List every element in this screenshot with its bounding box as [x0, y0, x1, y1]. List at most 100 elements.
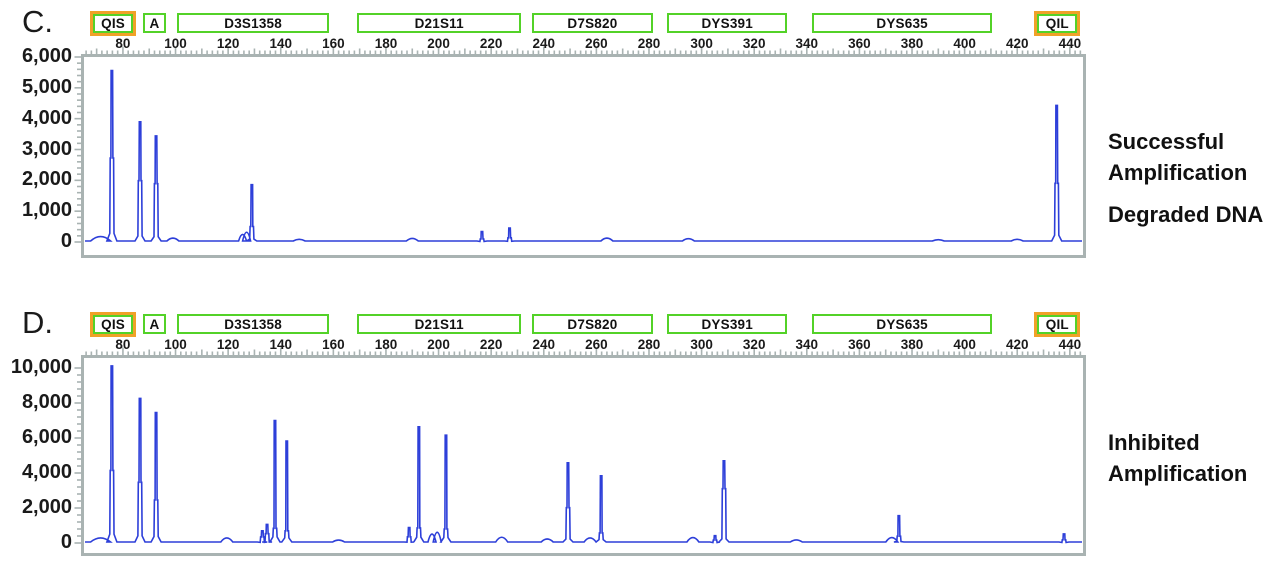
- marker-label: DYS635: [876, 316, 928, 332]
- caption-line: Amplification: [1108, 160, 1248, 185]
- x-tick-label: 160: [322, 36, 345, 51]
- marker-box-d7s820: D7S820: [531, 13, 653, 33]
- marker-box-a: A: [142, 13, 167, 33]
- marker-label: D7S820: [567, 15, 618, 31]
- x-tick-label: 200: [427, 337, 450, 352]
- marker-row-c: QIS A D3S1358 D21S11 D7S820 DYS391 DYS635 QIL: [0, 0, 1280, 40]
- x-tick-label: 240: [532, 337, 556, 352]
- caption-block: Successful Amplification: [1108, 126, 1280, 188]
- x-tick-label: 420: [1005, 337, 1029, 352]
- x-tick-label: 300: [690, 337, 713, 352]
- marker-box-qil: QIL: [1034, 311, 1081, 337]
- marker-box-qis: QIS: [90, 10, 137, 36]
- y-tick-label: 2,000: [21, 496, 72, 518]
- marker-box-dys391: DYS391: [667, 314, 788, 334]
- y-tick-label: 3,000: [21, 137, 72, 160]
- x-tick-label: 280: [637, 36, 661, 51]
- panel-c: C. QIS A D3S1358 D21S11 D7S820 DYS391 DYS635 QI…: [0, 0, 1280, 280]
- x-tick-label: 400: [953, 36, 976, 51]
- x-tick-label: 200: [427, 36, 450, 51]
- marker-box-d3s1358: D3S1358: [176, 13, 330, 33]
- caption-line: Amplification: [1108, 461, 1248, 486]
- x-tick-label: 340: [795, 36, 819, 51]
- marker-label: D21S11: [414, 15, 464, 31]
- x-tick-label: 300: [690, 36, 713, 51]
- marker-label: QIS: [101, 15, 125, 31]
- marker-label: QIS: [101, 316, 125, 332]
- y-tick-label: 8,000: [21, 391, 72, 413]
- caption-d: Inhibited Amplification: [1108, 427, 1280, 500]
- caption-block: Degraded DNA: [1108, 199, 1280, 230]
- x-tick-label: 360: [848, 337, 871, 352]
- marker-label: DYS391: [701, 316, 753, 332]
- x-tick-label: 220: [479, 36, 503, 51]
- x-tick-label: 220: [479, 337, 503, 352]
- x-tick-label: 340: [795, 337, 819, 352]
- x-tick-label: 180: [374, 337, 398, 352]
- marker-box-a: A: [142, 314, 167, 334]
- y-tick-label: 0: [60, 230, 72, 252]
- x-tick-label: 260: [585, 337, 608, 352]
- marker-label: D21S11: [414, 316, 464, 332]
- marker-label: DYS391: [701, 15, 753, 31]
- x-tick-label: 80: [115, 36, 131, 51]
- y-tick-label: 5,000: [21, 75, 72, 98]
- marker-box-dys635: DYS635: [812, 13, 993, 33]
- marker-label: A: [149, 15, 160, 31]
- marker-box-dys391: DYS391: [667, 13, 788, 33]
- x-tick-label: 120: [216, 36, 240, 51]
- marker-label: D7S820: [567, 316, 618, 332]
- y-tick-label: 2,000: [21, 168, 72, 191]
- marker-inner-frame: QIL: [1037, 13, 1078, 33]
- marker-inner-frame: QIL: [1037, 314, 1078, 334]
- caption-c: Successful Amplification Degraded DNA: [1108, 126, 1280, 241]
- marker-row-d: QIS A D3S1358 D21S11 D7S820 DYS391 DYS635 QIL: [0, 301, 1280, 341]
- x-tick-label: 120: [216, 337, 240, 352]
- x-tick-label: 260: [585, 36, 608, 51]
- x-tick-label: 320: [742, 36, 766, 51]
- y-tick-label: 6,000: [21, 45, 72, 67]
- x-tick-label: 160: [322, 337, 345, 352]
- y-tick-label: 4,000: [21, 106, 72, 129]
- y-tick-label: 4,000: [21, 461, 72, 483]
- marker-inner-frame: QIS: [93, 314, 134, 334]
- marker-box-dys635: DYS635: [812, 314, 993, 334]
- x-tick-label: 380: [900, 36, 924, 51]
- x-tick-label: 240: [532, 36, 556, 51]
- marker-box-qis: QIS: [90, 311, 137, 337]
- marker-label: A: [149, 316, 160, 332]
- signal-trace: [85, 69, 1082, 243]
- panel-label-c: C.: [22, 4, 53, 39]
- x-tick-label: 140: [269, 337, 292, 352]
- marker-label: QIL: [1045, 316, 1069, 332]
- x-tick-label: 320: [742, 337, 766, 352]
- electropherogram-plot-c: [74, 46, 1086, 258]
- x-tick-label: 440: [1058, 36, 1082, 51]
- x-tick-label: 400: [953, 337, 976, 352]
- marker-box-d7s820: D7S820: [531, 314, 653, 334]
- marker-label: DYS635: [876, 15, 928, 31]
- x-tick-label: 140: [269, 36, 292, 51]
- marker-label: QIL: [1045, 15, 1069, 31]
- marker-box-d21s11: D21S11: [357, 13, 522, 33]
- caption-block: Inhibited Amplification: [1108, 427, 1280, 489]
- electropherogram-plot-d: [74, 347, 1086, 556]
- y-tick-label: 1,000: [21, 199, 72, 222]
- x-tick-label: 280: [637, 337, 661, 352]
- x-tick-label: 360: [848, 36, 871, 51]
- y-tick-label: 10,000: [10, 356, 72, 378]
- y-tick-label: 0: [60, 531, 72, 553]
- x-tick-label: 100: [164, 337, 187, 352]
- y-tick-label: 6,000: [21, 426, 72, 448]
- marker-label: D3S1358: [224, 316, 282, 332]
- caption-line: Degraded DNA: [1108, 202, 1264, 227]
- x-tick-label: 100: [164, 36, 187, 51]
- x-tick-label: 420: [1005, 36, 1029, 51]
- marker-box-d3s1358: D3S1358: [176, 314, 330, 334]
- marker-inner-frame: QIS: [93, 13, 134, 33]
- marker-box-qil: QIL: [1034, 10, 1081, 36]
- x-tick-label: 80: [115, 337, 131, 352]
- signal-trace: [85, 365, 1082, 544]
- x-tick-label: 440: [1058, 337, 1082, 352]
- x-tick-label: 380: [900, 337, 924, 352]
